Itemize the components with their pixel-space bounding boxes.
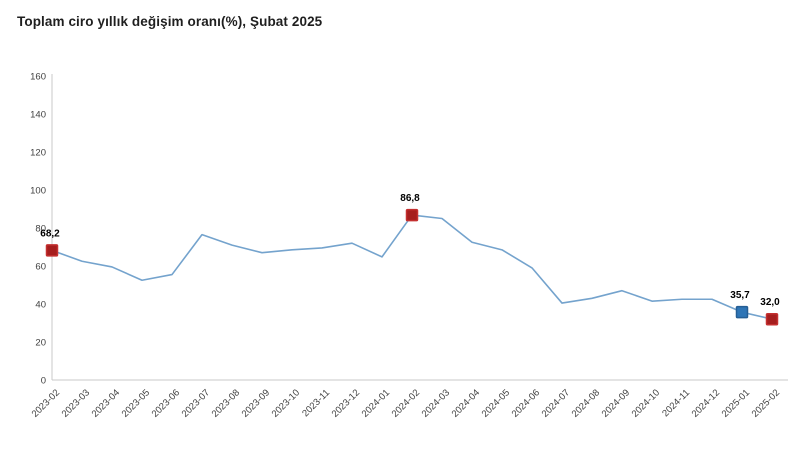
- highlight-marker-red: [765, 312, 779, 326]
- y-tick-label: 80: [35, 224, 46, 235]
- x-tick-label: 2024-03: [420, 387, 452, 419]
- y-tick-label: 120: [30, 148, 46, 159]
- x-tick-label: 2023-10: [270, 387, 302, 419]
- x-tick-label: 2024-06: [510, 387, 542, 419]
- highlight-marker-blue: [735, 305, 749, 319]
- y-tick-label: 60: [35, 262, 46, 273]
- chart-title: Toplam ciro yıllık değişim oranı(%), Şub…: [17, 14, 323, 29]
- series-line: [51, 214, 773, 321]
- y-tick-label: 0: [41, 376, 46, 387]
- data-point-value-label: 68,2: [40, 228, 60, 239]
- data-point-labels: 68,2 86,8 35,7 32,0: [40, 193, 780, 308]
- x-tick-label: 2023-05: [120, 387, 152, 419]
- x-axis-tick-labels: 2023-022023-032023-042023-052023-062023-…: [30, 387, 782, 419]
- y-tick-label: 100: [30, 186, 46, 197]
- x-tick-label: 2024-08: [570, 387, 602, 419]
- highlight-marker-red: [45, 244, 59, 257]
- x-tick-label: 2024-09: [600, 387, 632, 419]
- x-tick-label: 2023-09: [240, 387, 272, 419]
- data-point-value-label: 35,7: [730, 290, 750, 301]
- y-tick-label: 140: [30, 110, 46, 121]
- x-tick-label: 2025-01: [720, 387, 752, 419]
- x-tick-label: 2024-11: [660, 387, 692, 419]
- y-tick-label: 160: [30, 72, 46, 83]
- y-axis-tick-labels: 0 20 40 60 80 100 120 140 160: [30, 72, 46, 387]
- chart-axes: [51, 74, 788, 381]
- x-tick-label: 2023-11: [300, 387, 332, 419]
- highlight-marker-red: [405, 208, 419, 222]
- x-tick-label: 2023-07: [180, 387, 212, 419]
- x-tick-label: 2025-02: [750, 387, 782, 419]
- y-tick-label: 20: [35, 338, 46, 349]
- x-tick-label: 2024-10: [630, 387, 662, 419]
- x-tick-label: 2024-07: [540, 387, 572, 419]
- x-tick-label: 2024-01: [360, 387, 392, 419]
- x-tick-label: 2024-04: [450, 387, 482, 419]
- x-tick-label: 2024-02: [390, 387, 422, 419]
- y-tick-label: 40: [35, 300, 46, 311]
- x-tick-label: 2024-05: [480, 387, 512, 419]
- data-point-value-label: 86,8: [400, 193, 420, 204]
- x-tick-label: 2023-06: [150, 387, 182, 419]
- x-tick-label: 2023-04: [90, 387, 122, 419]
- data-point-value-label: 32,0: [760, 297, 780, 308]
- x-tick-label: 2024-12: [690, 387, 722, 419]
- x-tick-label: 2023-08: [210, 387, 242, 419]
- x-tick-label: 2023-02: [30, 387, 62, 419]
- data-point-markers: [45, 208, 779, 326]
- x-tick-label: 2023-03: [60, 387, 92, 419]
- x-tick-label: 2023-12: [330, 387, 362, 419]
